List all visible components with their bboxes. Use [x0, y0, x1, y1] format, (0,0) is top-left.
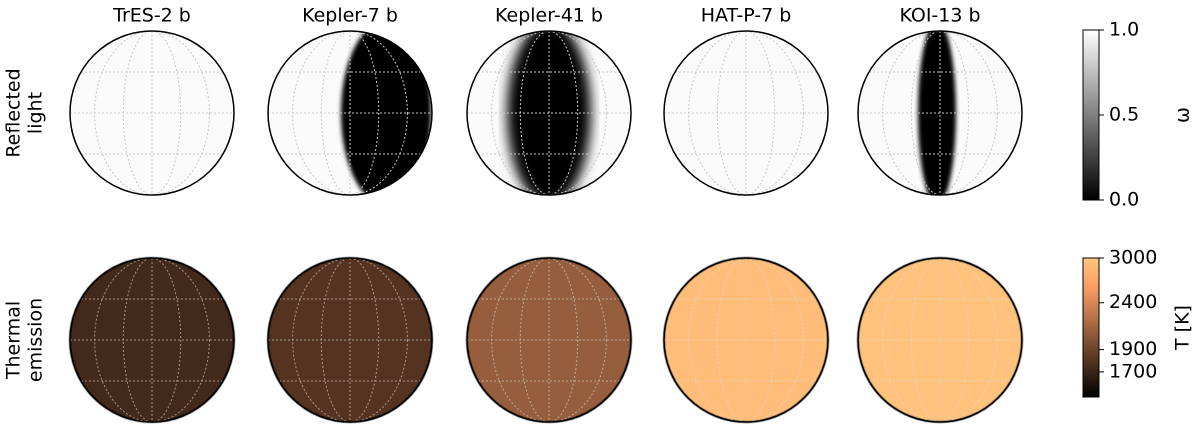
globe-outline	[466, 30, 632, 196]
globe-outline	[663, 257, 829, 423]
colorbar-tick-label: 2400	[1109, 291, 1157, 313]
graticule	[467, 30, 631, 196]
graticule	[858, 30, 1022, 196]
colorbar-label: T [K]	[1172, 305, 1194, 351]
column-title: Kepler-41 b	[495, 5, 603, 27]
column-title: TrES-2 b	[112, 5, 191, 27]
row-label: light	[25, 92, 47, 134]
colorbar-tick-label: 0.0	[1109, 189, 1139, 211]
colorbar-tick-label: 3000	[1109, 247, 1157, 269]
globe-outline	[267, 30, 433, 196]
colorbar-tick-label: 1.0	[1109, 19, 1139, 41]
graticule	[70, 257, 234, 423]
globe-outline	[69, 257, 235, 423]
globe-outline	[663, 30, 829, 196]
graticule	[70, 30, 234, 196]
graticule	[858, 257, 1022, 423]
column-title: HAT-P-7 b	[701, 5, 792, 27]
dark-region	[918, 31, 956, 195]
row-label: Reflected	[3, 68, 25, 157]
row-label: emission	[25, 298, 47, 382]
globe-outline	[466, 257, 632, 423]
graticule	[664, 30, 828, 196]
colorbar-tick-label: 1700	[1109, 360, 1157, 382]
graticule	[268, 30, 432, 196]
globe-outline	[857, 257, 1023, 423]
globe-outline	[857, 30, 1023, 196]
globe-outline	[267, 257, 433, 423]
colorbar-tick-label: 1900	[1109, 338, 1157, 360]
colorbar-label: ω	[1172, 107, 1194, 123]
graticule	[268, 257, 432, 423]
globe-outline	[69, 30, 235, 196]
graticule	[467, 257, 631, 423]
column-title: Kepler-7 b	[302, 5, 398, 27]
row-label: Thermal	[3, 301, 25, 380]
column-title: KOI-13 b	[899, 5, 980, 27]
colorbar-tick-label: 0.5	[1109, 104, 1139, 126]
colorbar	[1082, 257, 1100, 398]
colorbar	[1082, 29, 1100, 201]
graticule	[664, 257, 828, 423]
